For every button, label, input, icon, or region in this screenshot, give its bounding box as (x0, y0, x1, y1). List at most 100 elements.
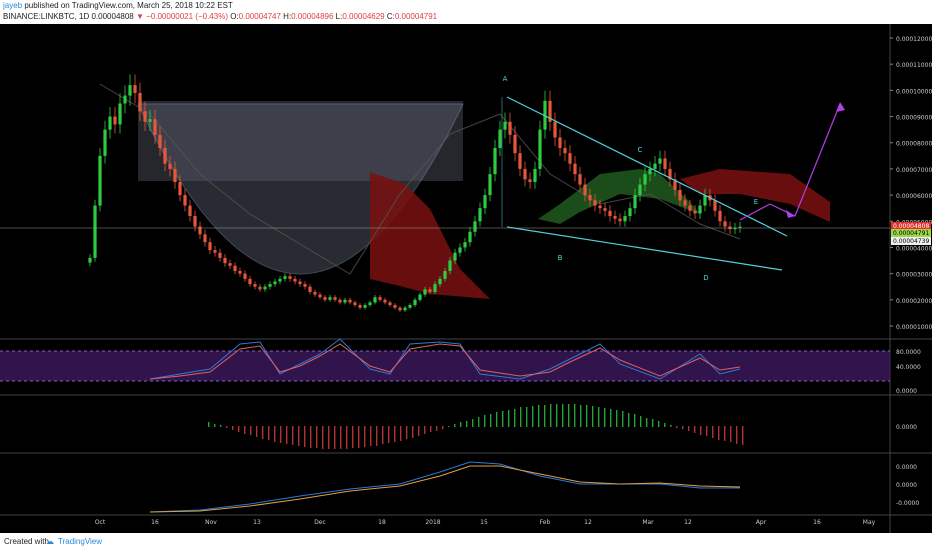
histogram-bar (508, 410, 510, 427)
candle-body (373, 297, 377, 303)
histogram-bar (562, 404, 564, 427)
histogram-bar (676, 426, 678, 428)
histogram-bar (268, 426, 270, 440)
candle-body (548, 100, 552, 122)
candle-body (128, 85, 132, 96)
histogram-bar (418, 426, 420, 436)
wave-label: D (703, 274, 708, 282)
candle-body (618, 218, 622, 222)
candle-body (713, 200, 717, 211)
candle-body (203, 234, 207, 243)
histogram-bar (646, 418, 648, 427)
histogram-bar (616, 410, 618, 427)
price-tick-label: 0.00006000 (896, 193, 932, 200)
histogram-bar (466, 421, 468, 427)
low-value: 0.00004629 (342, 12, 385, 21)
stochastic-lines (149, 338, 741, 380)
histogram-bar (286, 426, 288, 444)
candle-body (418, 294, 422, 300)
change-value: −0.00000021 (−0.43%) (146, 12, 228, 21)
price-tick-label: 0.00007000 (896, 167, 932, 174)
histogram-bar (652, 419, 654, 427)
candle-body (433, 284, 437, 292)
histogram-bar (550, 404, 552, 427)
histogram-bar (292, 426, 294, 445)
candle-body (438, 278, 442, 285)
histogram-bar (604, 408, 606, 427)
histogram-bar (472, 419, 474, 427)
candle-body (683, 200, 687, 206)
candle-body (633, 195, 637, 209)
time-tick-label: 16 (813, 519, 821, 526)
candle-body (518, 153, 522, 169)
candle-body (368, 302, 372, 306)
price-tick-label: 0.00012000 (896, 36, 932, 43)
histogram-bar (400, 426, 402, 441)
candle-body (588, 195, 592, 201)
stoch-tick-label: 0.0000 (896, 388, 917, 395)
wave-label: C (638, 146, 643, 154)
histogram-bar (592, 406, 594, 427)
candle-body (483, 195, 487, 209)
price-tag-label: 0.00004739 (893, 238, 929, 245)
histogram-bar (322, 426, 324, 449)
candle-body (218, 252, 222, 258)
histogram-bar (346, 426, 348, 449)
stoch-tick-label: 80.0000 (896, 349, 921, 356)
candle-body (313, 291, 317, 295)
histogram-bar (262, 426, 264, 439)
candle-body (553, 121, 557, 138)
candle-body (503, 121, 507, 130)
histogram-bar (628, 413, 630, 427)
candle-body (493, 147, 497, 175)
price-tick-label: 0.00008000 (896, 141, 932, 148)
histogram-bar (454, 424, 456, 427)
down-arrow-icon: ▼ (135, 12, 144, 21)
candle-body (333, 297, 337, 300)
histogram-bar (610, 409, 612, 427)
candle-body (163, 147, 167, 164)
histogram-bar (208, 422, 210, 427)
histogram-bar (544, 405, 546, 427)
tradingview-logo-icon: ☁ (46, 537, 54, 546)
candle-body (338, 299, 342, 303)
candle-body (673, 179, 677, 190)
chart-header: jayeb published on TradingView.com, Marc… (0, 0, 932, 24)
candle-body (103, 129, 107, 156)
candle-body (288, 276, 292, 279)
histogram-bar (370, 426, 372, 446)
histogram-bar (412, 426, 414, 438)
macd-lines (149, 461, 741, 513)
high-label: H: (283, 12, 292, 21)
histogram-bar (364, 426, 366, 447)
histogram-bar (490, 414, 492, 427)
histogram-bar (214, 424, 216, 427)
candle-body (663, 158, 667, 169)
histogram-bar (496, 412, 498, 427)
histogram-bar (532, 406, 534, 427)
candle-body (613, 216, 617, 219)
price-tick-label: 0.00004000 (896, 245, 932, 252)
candle-body (278, 278, 282, 282)
histogram-bar (310, 426, 312, 448)
candle-body (528, 179, 532, 182)
candle-body (598, 205, 602, 209)
candle-body (88, 257, 92, 263)
candle-body (98, 155, 102, 206)
time-axis: Oct 16 Nov 13 Dec 18 2018 15 Feb 12 Mar 12 Apr 16 May (95, 519, 876, 526)
candle-body (358, 305, 362, 308)
price-tag-bg (891, 237, 931, 245)
candle-body (678, 189, 682, 201)
candle-body (208, 242, 212, 251)
time-tick-label: 2018 (425, 519, 440, 526)
histogram-bar (736, 426, 738, 444)
histogram-bar (670, 425, 672, 427)
candle-body (383, 299, 387, 303)
histogram-bar (244, 426, 246, 434)
author-link[interactable]: jayeb (3, 1, 23, 10)
tradingview-brand[interactable]: TradingView (58, 537, 103, 546)
candle-body (173, 168, 177, 182)
candle-body (593, 200, 597, 206)
